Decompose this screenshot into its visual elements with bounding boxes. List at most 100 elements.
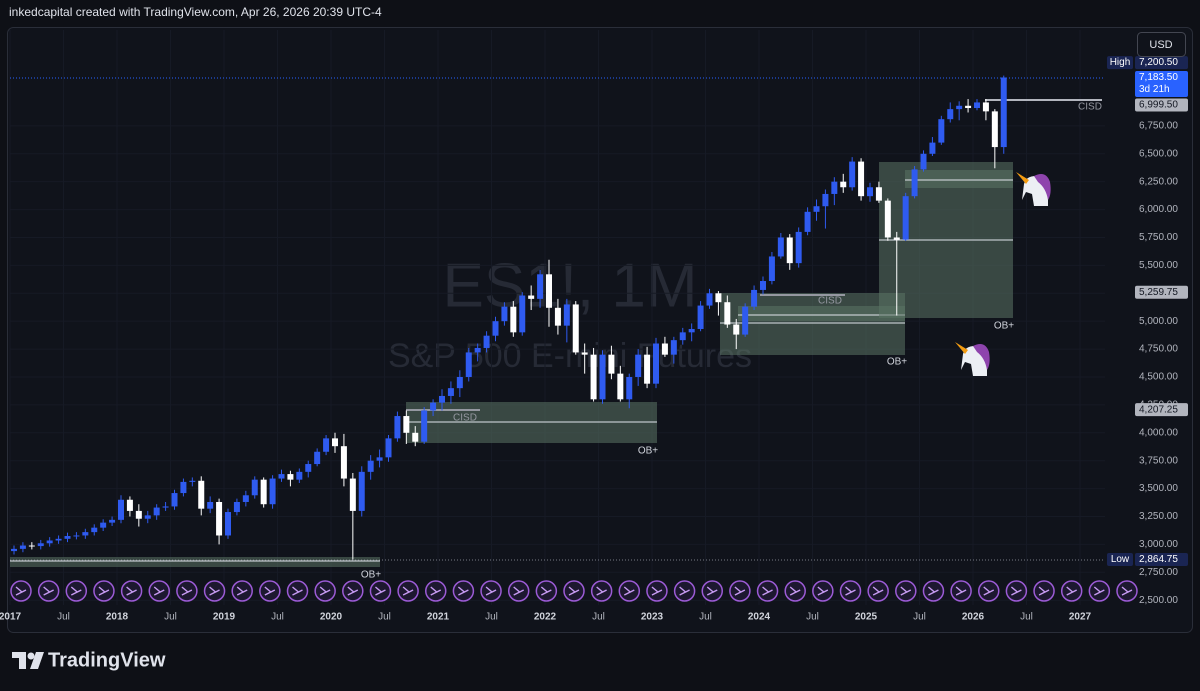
candle-body [840,181,847,188]
logo-icon [12,652,44,669]
event-arrow [540,586,552,596]
order-block-zone [905,170,1013,188]
currency-box[interactable] [1137,32,1186,57]
event-markers [10,580,1138,602]
candle-body [305,464,312,472]
candle-body [118,499,124,520]
price-label-tag-box [1107,552,1133,566]
event-arrow [762,586,773,596]
event-arrow [983,586,995,596]
event-arrow [734,586,746,596]
candle-body [519,295,526,333]
candle-body [581,352,588,355]
event-arrow [375,586,386,596]
drawings [10,77,1105,567]
candle-body [46,540,53,544]
candle-body [207,501,214,509]
candle-body [751,289,758,307]
watermark-description: S&P 500 E-mini Futures [388,337,752,375]
candle-body [626,376,633,400]
price-label: 4,207.25 [1139,404,1178,415]
candle-body [795,231,802,264]
candle-body [697,305,704,329]
candle-body [742,306,749,335]
cisd-label: CISD [818,296,842,307]
bar-countdown: 3d 21h [1139,84,1170,95]
candle-body [608,354,615,374]
event-arrow [153,586,165,596]
candle-body [920,153,927,170]
x-tick-label: 2021 [427,612,450,623]
currency-button[interactable]: USD [1137,32,1186,57]
order-block-label: OB+ [638,446,658,457]
event-arrow [789,586,801,596]
candle-body [162,506,169,508]
price-axis: 2,500.00 2,750.00 3,000.00 3,250.00 3,500.00… [1107,56,1188,606]
event-arrow [872,586,884,596]
candle-body [733,324,740,335]
price-label: 2,864.75 [1139,554,1178,565]
x-tick-label: 2019 [213,612,236,623]
x-tick-label: Jul [1020,612,1033,623]
event-arrow [679,586,690,596]
y-tick-label: 4,750.00 [1139,344,1178,355]
price-label-box [1135,403,1188,417]
event-arrow [623,586,635,596]
candle-body [412,432,419,442]
candle-body [421,410,428,442]
watermark: ES1!, 1M S&P 500 E-mini Futures [388,251,752,375]
candle-body [135,510,142,519]
candle-body [323,438,330,452]
event-arrow [70,586,82,596]
price-label-tag: Low [1111,554,1130,565]
event-arrow [126,586,137,596]
candle-body [938,119,945,143]
y-tick-label: 5,500.00 [1139,260,1178,271]
x-tick-label: 2023 [641,612,664,623]
order-block-label: OB+ [887,357,907,368]
candle-body [893,237,900,240]
candle-body [11,548,17,552]
candle-body [37,543,44,547]
event-arrow [347,586,359,596]
candle-body [679,332,686,341]
candle-body [233,501,240,513]
price-label-box [1135,285,1188,299]
candle-body [635,354,642,377]
candle-body [91,527,98,533]
candle-body [661,343,668,355]
event-arrow [928,586,939,596]
y-tick-label: 6,000.00 [1139,204,1178,215]
candle-body [376,457,383,461]
event-arrow [15,586,27,596]
candle-body [706,293,713,306]
candle-body [572,304,579,353]
y-tick-label: 3,500.00 [1139,483,1178,494]
candle-body [537,274,544,299]
event-arrow [651,586,663,596]
x-tick-label: 2026 [962,612,985,623]
candle-body [439,395,445,403]
candle-body [251,479,258,496]
candle-body [822,193,829,207]
order-block-label: OB+ [361,570,381,581]
candle-body [554,307,561,326]
candle-body [653,343,659,384]
x-tick-label: Jul [378,612,391,623]
cisd-label: CISD [1078,102,1102,113]
candle-body [225,512,231,536]
candle-body [858,161,865,197]
candle-body [153,507,160,516]
event-arrow [1093,586,1105,596]
candle-body [804,211,811,232]
footer-brand: TradingView [48,649,166,671]
event-arrow [845,586,856,596]
event-arrow [1038,586,1050,596]
candle-body [367,460,374,472]
candle-body [813,206,820,212]
unicorn-icon [1016,172,1051,206]
candle-body [644,354,651,384]
currency-label[interactable]: USD [1149,39,1172,51]
candle-body [991,111,998,148]
event-arrow [292,586,303,596]
